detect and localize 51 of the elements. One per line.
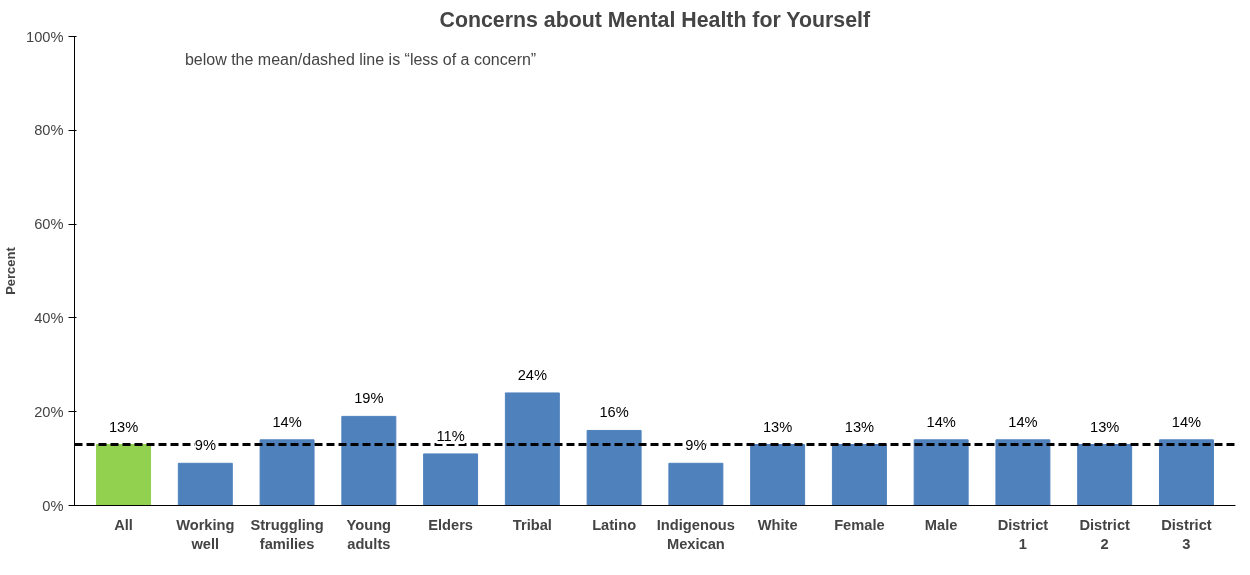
data-label: 13% [844, 418, 875, 435]
y-tick-label: 80% [34, 122, 64, 139]
x-tick-label: Struggling families [250, 516, 324, 552]
data-label: 9% [685, 437, 707, 454]
x-tick-label: All [114, 516, 133, 533]
bar [995, 439, 1051, 506]
y-tick-label: 40% [34, 309, 64, 326]
data-label: 9% [194, 437, 216, 454]
data-label: 16% [599, 404, 629, 421]
data-label: 14% [272, 413, 302, 430]
bar [668, 462, 724, 506]
data-label: 24% [517, 366, 548, 383]
x-tick-label: Latino [592, 516, 637, 533]
data-label: 14% [1171, 413, 1202, 430]
data-label: 19% [354, 390, 384, 407]
x-tick-label: District 3 [1161, 516, 1212, 552]
bar [423, 453, 479, 506]
x-tick-label: Female [834, 516, 885, 533]
data-label: 14% [1008, 413, 1038, 430]
bar [586, 429, 642, 506]
y-tick-label: 20% [34, 403, 64, 420]
x-tick-label: White [757, 516, 798, 533]
x-tick-label: District 1 [997, 516, 1049, 552]
data-label: 11% [436, 427, 465, 444]
bar [750, 444, 806, 506]
bar [259, 439, 315, 506]
x-tick-label: Working well [176, 516, 235, 552]
bar [831, 444, 887, 506]
y-axis-title: Percent [3, 246, 19, 295]
annotation: below the mean/dashed line is “less of a concern” [184, 51, 537, 69]
y-tick-label: 0% [42, 497, 64, 514]
x-tick-label: Male [924, 516, 958, 533]
x-tick-label: District 2 [1079, 516, 1131, 552]
x-tick-label: Elders [428, 516, 474, 533]
bar [913, 439, 969, 506]
chart-title: Concerns about Mental Health for Yourself [439, 7, 871, 32]
bar [1077, 444, 1133, 506]
data-label: 13% [1090, 418, 1120, 435]
data-label: 13% [762, 418, 793, 435]
x-tick-label: Young adults [346, 516, 392, 552]
data-label: 14% [926, 413, 956, 430]
bar [177, 462, 233, 506]
bar [1158, 439, 1214, 506]
y-tick-label: 100% [26, 28, 64, 45]
x-tick-label: Indigenous Mexican [656, 516, 735, 552]
bar [341, 415, 397, 506]
bar [504, 392, 560, 506]
x-tick-label: Tribal [512, 516, 552, 533]
bar [96, 444, 152, 506]
data-label: 13% [108, 418, 139, 435]
y-tick-label: 60% [34, 216, 64, 233]
